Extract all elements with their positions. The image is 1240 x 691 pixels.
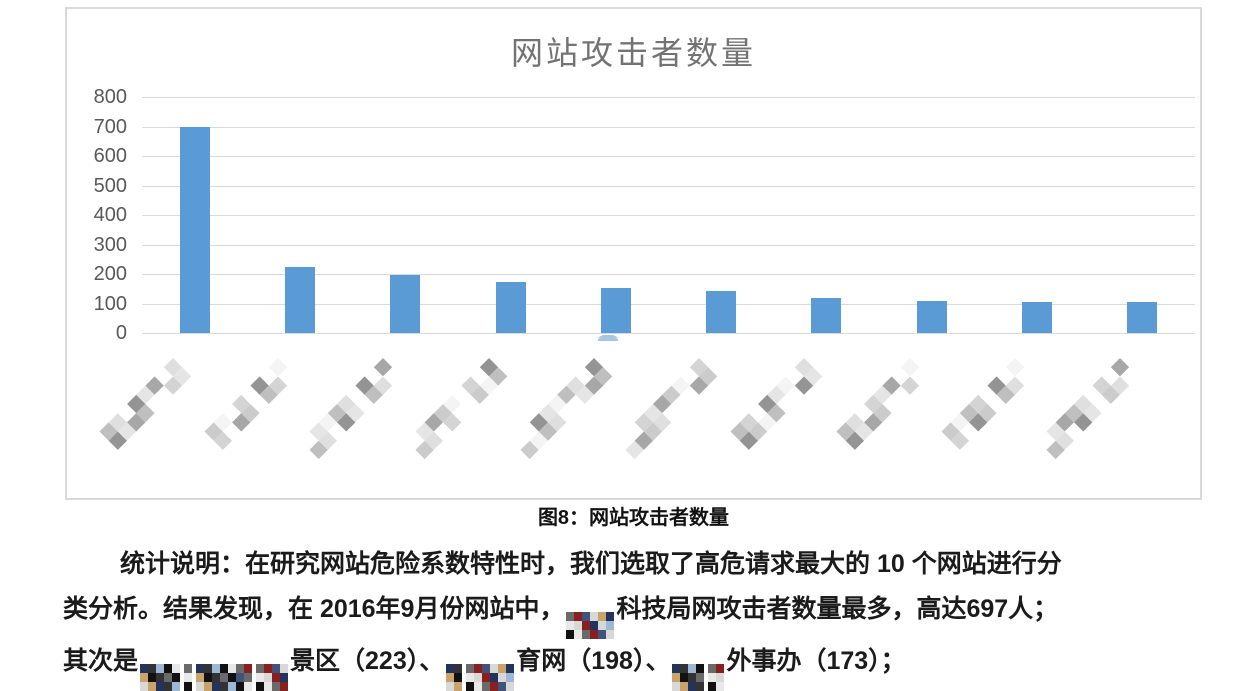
paragraph-text: 类分析。结果发现，在 2016年9月份网站中， bbox=[63, 595, 565, 623]
x-axis-label-redacted-7 bbox=[722, 358, 823, 460]
x-axis-label-redacted-5 bbox=[511, 358, 613, 460]
bar-category-8 bbox=[916, 301, 947, 333]
figure-caption: 图8：网站攻击者数量 bbox=[537, 507, 730, 529]
y-axis-tick-label: 200 bbox=[93, 263, 127, 285]
redacted-text bbox=[446, 664, 463, 691]
gridline-500 bbox=[142, 185, 1195, 187]
bar-category-6 bbox=[706, 290, 737, 333]
y-axis-tick-label: 600 bbox=[93, 145, 127, 167]
x-axis-label-redacted-9 bbox=[932, 358, 1034, 460]
bar-category-9 bbox=[1022, 302, 1053, 333]
gridline-400 bbox=[142, 215, 1195, 216]
paragraph-lead-label: 统计说明： bbox=[120, 550, 246, 578]
statistics-paragraph: 统计说明：在研究网站危险系数特性时，我们选取了高危请求最大的 10 个网站进行分… bbox=[63, 542, 1218, 691]
redacted-text bbox=[466, 664, 515, 691]
bar-category-3 bbox=[390, 274, 421, 333]
paragraph-text: 育网（198）、 bbox=[516, 647, 671, 675]
redacted-text bbox=[672, 664, 705, 691]
bar-category-10 bbox=[1127, 302, 1158, 333]
paragraph-line-1: 统计说明：在研究网站危险系数特性时，我们选取了高危请求最大的 10 个网站进行分 bbox=[63, 542, 1218, 587]
y-axis-tick-label: 500 bbox=[93, 174, 127, 197]
paragraph-text: 其次是 bbox=[63, 647, 139, 675]
y-axis-tick-label: 700 bbox=[93, 115, 127, 138]
chart-figure: 网站攻击者数量 800 700 600 500 400 300 200 100 0 bbox=[65, 7, 1202, 500]
gridline-0 bbox=[142, 333, 1195, 334]
paragraph-text: 外事办（173）； bbox=[726, 647, 906, 675]
series-marker-arc bbox=[597, 335, 618, 341]
y-axis-tick-label: 300 bbox=[93, 233, 127, 256]
gridline-200 bbox=[142, 274, 1195, 275]
gridline-300 bbox=[142, 244, 1195, 246]
redacted-text bbox=[184, 664, 193, 691]
redacted-text bbox=[708, 664, 725, 691]
x-axis-label-redacted-1 bbox=[90, 358, 192, 460]
gridline-800 bbox=[142, 97, 1195, 98]
x-axis-label-redacted-2 bbox=[195, 358, 297, 460]
paragraph-line-3: 其次是 景区（223）、 育网（198）、 外事办（173）； bbox=[63, 639, 1218, 691]
x-axis-label-redacted-8 bbox=[827, 358, 929, 460]
y-axis-tick-label: 800 bbox=[93, 86, 127, 108]
x-axis-label-redacted-6 bbox=[616, 358, 718, 460]
gridline-100 bbox=[142, 303, 1195, 305]
paragraph-text: 科技局网攻击者数量最多，高达697人； bbox=[616, 595, 1059, 623]
x-axis-label-redacted-4 bbox=[406, 358, 507, 460]
redacted-text bbox=[140, 664, 181, 691]
redacted-text bbox=[196, 664, 253, 691]
redacted-text bbox=[256, 664, 289, 691]
paragraph-line-2: 类分析。结果发现，在 2016年9月份网站中， 科技局网攻击者数量最多，高达697… bbox=[63, 587, 1218, 639]
gridline-600 bbox=[142, 156, 1195, 157]
paragraph-text: 景区（223）、 bbox=[290, 647, 445, 675]
y-axis-tick-label: 100 bbox=[93, 292, 127, 315]
y-axis-tick-label: 0 bbox=[115, 322, 127, 344]
bar-category-1 bbox=[179, 127, 210, 333]
chart-title: 网站攻击者数量 bbox=[510, 35, 756, 71]
redacted-text bbox=[566, 612, 615, 639]
bar-category-5 bbox=[600, 288, 631, 333]
bar-category-4 bbox=[495, 281, 526, 333]
y-axis-tick-label: 400 bbox=[93, 204, 127, 226]
x-axis-label-redacted-3 bbox=[301, 358, 402, 460]
bar-category-7 bbox=[811, 298, 842, 333]
x-axis-label-redacted-10 bbox=[1038, 358, 1139, 460]
paragraph-text: 在研究网站危险系数特性时，我们选取了高危请求最大的 10 个网站进行分 bbox=[245, 550, 1062, 578]
bar-category-2 bbox=[284, 267, 315, 333]
gridline-700 bbox=[142, 126, 1195, 128]
